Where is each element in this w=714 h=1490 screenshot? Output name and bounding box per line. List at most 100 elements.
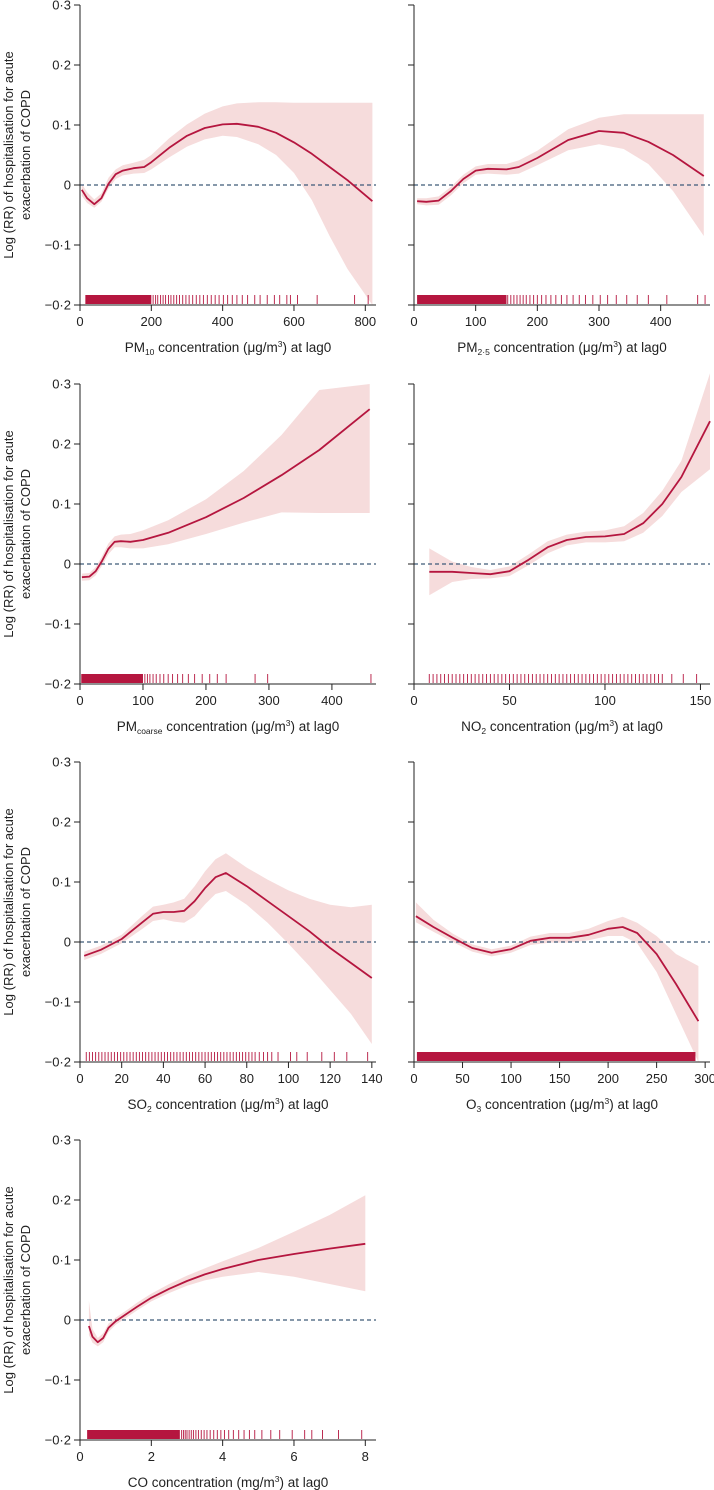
x-axis-label-part: concentration (μg/m: [162, 719, 285, 734]
x-axis-label-part: O: [466, 1097, 477, 1112]
y-tick-label: −0·1: [45, 995, 71, 1010]
x-axis-label-part: 3: [278, 339, 283, 349]
x-axis-label-part: PM: [117, 719, 137, 734]
rug-plot: [85, 295, 369, 304]
estimate-curve: [417, 130, 705, 203]
x-axis-label-part: concentration (μg/m: [152, 1097, 275, 1112]
x-tick-label: 150: [549, 1071, 571, 1086]
x-axis-label: CO concentration (mg/m3) at lag0: [128, 1474, 329, 1490]
x-axis-label-part: 2·5: [478, 347, 491, 357]
x-axis-label: PM10 concentration (μg/m3) at lag0: [125, 339, 332, 357]
y-tick-label: −0·2: [45, 1433, 71, 1448]
y-tick-label: 0·3: [52, 1133, 71, 1148]
x-axis-label: SO2 concentration (μg/m3) at lag0: [127, 1096, 328, 1114]
x-axis-label-part: coarse: [137, 726, 163, 736]
x-tick-label: 0: [76, 1071, 83, 1086]
x-axis-label-part: 3: [613, 339, 618, 349]
x-axis-label-part: ) at lag0: [609, 1097, 658, 1112]
x-tick-label: 50: [502, 693, 516, 708]
confidence-band: [84, 853, 372, 1044]
chart-panel-co: −0·2 −0·1 0 0·1 0·2 0·3 0 2 4 6 8 CO concentration …: [1, 1133, 376, 1490]
x-tick-label: 200: [597, 1071, 619, 1086]
chart-panel-pmcoarse: −0·2 −0·1 0 0·1 0·2 0·3 0 100 200 300 400 PMcoarse …: [1, 377, 376, 736]
chart-panel-pm25: 0 100 200 300 400 PM2·5 concentration (μg/m3)…: [408, 4, 710, 357]
x-axis-label: PMcoarse concentration (μg/m3) at lag0: [117, 718, 340, 736]
y-axis-label-line: Log (RR) of hospitalisation for acute: [1, 808, 16, 1015]
x-axis-label-part: SO: [127, 1097, 147, 1112]
x-axis-label-part: concentration (μg/m: [154, 340, 277, 355]
x-axis-label-part: ) at lag0: [283, 340, 332, 355]
x-tick-label: 0: [410, 1071, 417, 1086]
y-axis-label-line: exacerbation of COPD: [18, 847, 33, 977]
x-axis-label-part: PM: [457, 340, 477, 355]
estimate-curve: [81, 122, 373, 206]
y-tick-label: 0·2: [52, 815, 71, 830]
chart-panel-so2: −0·2 −0·1 0 0·1 0·2 0·3 0 20 40 60 80 100 120 140 SO2 …: [1, 755, 383, 1115]
x-tick-label: 0: [76, 693, 83, 708]
x-tick-label: 300: [258, 693, 280, 708]
y-tick-label: 0·3: [52, 755, 71, 770]
x-tick-label: 250: [646, 1071, 668, 1086]
x-tick-label: 200: [140, 314, 162, 329]
y-axis-label-line: exacerbation of COPD: [18, 1225, 33, 1355]
chart-panel-no2: 0 50 100 150 NO2 concentration (μg/m3) at la…: [408, 373, 711, 736]
x-axis-label-part: ) at lag0: [614, 719, 663, 734]
x-tick-label: 400: [650, 314, 672, 329]
x-tick-label: 2: [148, 1449, 155, 1464]
x-tick-label: 4: [219, 1449, 226, 1464]
y-tick-label: 0·2: [52, 437, 71, 452]
x-axis-label-part: PM: [125, 340, 145, 355]
y-tick-label: −0·2: [45, 298, 71, 313]
x-axis-label-part: ) at lag0: [618, 340, 667, 355]
rug-plot: [417, 295, 706, 304]
y-tick-label: 0·1: [52, 497, 71, 512]
chart-panel-pm10: −0·2 −0·1 0 0·1 0·2 0·3 0 200 400 600 800 PM10 conc…: [1, 0, 376, 357]
x-tick-label: 0: [410, 314, 417, 329]
x-axis-label-part: ) at lag0: [280, 1097, 329, 1112]
x-tick-label: 300: [588, 314, 610, 329]
y-tick-label: 0: [64, 178, 71, 193]
confidence-band: [417, 114, 704, 236]
x-tick-label: 50: [455, 1071, 469, 1086]
x-axis-label-part: 3: [275, 1096, 280, 1106]
x-axis-label-part: 3: [609, 718, 614, 728]
y-tick-label: −0·2: [45, 1055, 71, 1070]
y-tick-label: −0·1: [45, 1373, 71, 1388]
rug-plot: [81, 674, 372, 683]
confidence-band: [81, 384, 370, 581]
x-axis-label-part: ) at lag0: [280, 1475, 329, 1490]
y-axis-label-line: exacerbation of COPD: [18, 469, 33, 599]
x-axis-label-part: 3: [476, 1104, 481, 1114]
x-axis-label-part: NO: [461, 719, 481, 734]
y-tick-label: 0·2: [52, 58, 71, 73]
y-tick-label: 0·3: [52, 377, 71, 392]
rug-plot: [416, 1052, 696, 1061]
x-axis-label: O3 concentration (μg/m3) at lag0: [466, 1096, 658, 1114]
x-axis-label: NO2 concentration (μg/m3) at lag0: [461, 718, 663, 736]
x-axis-label-part: concentration (μg/m: [486, 719, 609, 734]
x-tick-label: 40: [156, 1071, 170, 1086]
x-axis-label-part: 2: [147, 1104, 152, 1114]
y-tick-label: 0·1: [52, 118, 71, 133]
rug-dense-block: [81, 674, 143, 683]
x-tick-label: 0: [76, 1449, 83, 1464]
x-axis-label-part: ) at lag0: [291, 719, 340, 734]
confidence-band: [81, 102, 373, 305]
y-axis-label-line: exacerbation of COPD: [18, 90, 33, 220]
x-axis-label-part: 3: [275, 1474, 280, 1484]
x-tick-label: 100: [500, 1071, 522, 1086]
y-tick-label: 0·2: [52, 1193, 71, 1208]
rug-dense-block: [87, 1430, 180, 1439]
x-axis-label-part: concentration (μg/m: [490, 340, 613, 355]
y-tick-label: 0: [64, 935, 71, 950]
y-tick-label: −0·1: [45, 617, 71, 632]
x-axis-label-part: 10: [145, 347, 155, 357]
x-axis-label-part: 3: [286, 718, 291, 728]
x-axis-label-part: concentration (μg/m: [481, 1097, 604, 1112]
estimate-curve: [415, 915, 700, 1022]
x-axis-label-part: 2: [481, 726, 486, 736]
x-tick-label: 20: [114, 1071, 128, 1086]
x-tick-label: 0: [410, 693, 417, 708]
rug-dense-block: [85, 295, 152, 304]
